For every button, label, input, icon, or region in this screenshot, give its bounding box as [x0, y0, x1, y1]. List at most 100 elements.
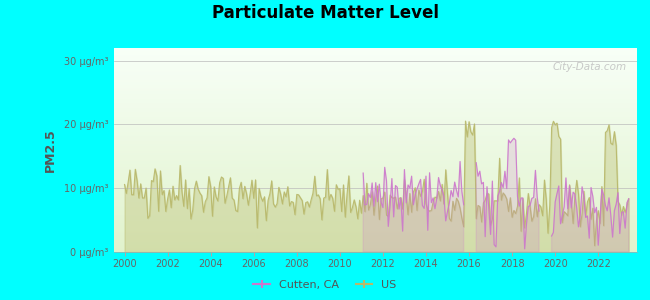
Bar	[114, 235, 637, 236]
Bar	[114, 189, 637, 190]
Bar	[114, 98, 637, 99]
Bar	[114, 116, 637, 117]
Bar	[114, 157, 637, 158]
Bar	[114, 135, 637, 136]
Bar	[114, 241, 637, 242]
Bar	[114, 73, 637, 74]
Bar	[114, 153, 637, 154]
Bar	[114, 232, 637, 234]
Bar	[114, 109, 637, 110]
Bar	[114, 164, 637, 165]
Text: Particulate Matter Level: Particulate Matter Level	[211, 4, 439, 22]
Bar	[114, 214, 637, 215]
Bar	[114, 138, 637, 139]
Bar	[114, 227, 637, 229]
Bar	[114, 52, 637, 53]
Bar	[114, 104, 637, 105]
Bar	[114, 53, 637, 54]
Bar	[114, 124, 637, 125]
Bar	[114, 196, 637, 197]
Bar	[114, 195, 637, 196]
Bar	[114, 183, 637, 184]
Bar	[114, 89, 637, 90]
Bar	[114, 101, 637, 102]
Bar	[114, 160, 637, 161]
Bar	[114, 198, 637, 199]
Bar	[114, 115, 637, 116]
Bar	[114, 86, 637, 87]
Bar	[114, 188, 637, 189]
Bar	[114, 139, 637, 140]
Bar	[114, 113, 637, 114]
Bar	[114, 133, 637, 134]
Bar	[114, 99, 637, 100]
Bar	[114, 119, 637, 120]
Bar	[114, 108, 637, 109]
Bar	[114, 142, 637, 143]
Bar	[114, 114, 637, 115]
Bar	[114, 171, 637, 172]
Bar	[114, 105, 637, 106]
Bar	[114, 79, 637, 80]
Text: City-Data.com: City-Data.com	[552, 62, 627, 72]
Bar	[114, 204, 637, 205]
Bar	[114, 70, 637, 71]
Bar	[114, 222, 637, 224]
Bar	[114, 209, 637, 210]
Bar	[114, 244, 637, 245]
Bar	[114, 122, 637, 124]
Bar	[114, 166, 637, 167]
Bar	[114, 205, 637, 206]
Bar	[114, 150, 637, 151]
Bar	[114, 221, 637, 222]
Bar	[114, 51, 637, 52]
Bar	[114, 191, 637, 192]
Bar	[114, 187, 637, 188]
Bar	[114, 91, 637, 92]
Bar	[114, 127, 637, 128]
Bar	[114, 199, 637, 200]
Bar	[114, 96, 637, 97]
Bar	[114, 234, 637, 235]
Bar	[114, 162, 637, 163]
Bar	[114, 132, 637, 133]
Bar	[114, 57, 637, 58]
Bar	[114, 178, 637, 180]
Bar	[114, 224, 637, 226]
Bar	[114, 137, 637, 138]
Bar	[114, 58, 637, 59]
Bar	[114, 118, 637, 119]
Bar	[114, 74, 637, 76]
Bar	[114, 147, 637, 148]
Bar	[114, 129, 637, 130]
Bar	[114, 134, 637, 135]
Bar	[114, 246, 637, 247]
Bar	[114, 185, 637, 186]
Bar	[114, 215, 637, 216]
Bar	[114, 88, 637, 89]
Bar	[114, 230, 637, 231]
Bar	[114, 130, 637, 132]
Bar	[114, 102, 637, 103]
Bar	[114, 163, 637, 164]
Bar	[114, 94, 637, 95]
Bar	[114, 151, 637, 152]
Bar	[114, 95, 637, 96]
Bar	[114, 250, 637, 251]
Legend: Cutten, CA, US: Cutten, CA, US	[249, 275, 401, 294]
Bar	[114, 144, 637, 145]
Bar	[114, 145, 637, 146]
Bar	[114, 65, 637, 66]
Bar	[114, 211, 637, 212]
Bar	[114, 90, 637, 91]
Bar	[114, 106, 637, 107]
Bar	[114, 83, 637, 84]
Bar	[114, 245, 637, 246]
Bar	[114, 200, 637, 201]
Bar	[114, 217, 637, 218]
Bar	[114, 154, 637, 155]
Bar	[114, 238, 637, 239]
Bar	[114, 170, 637, 171]
Bar	[114, 207, 637, 208]
Bar	[114, 78, 637, 79]
